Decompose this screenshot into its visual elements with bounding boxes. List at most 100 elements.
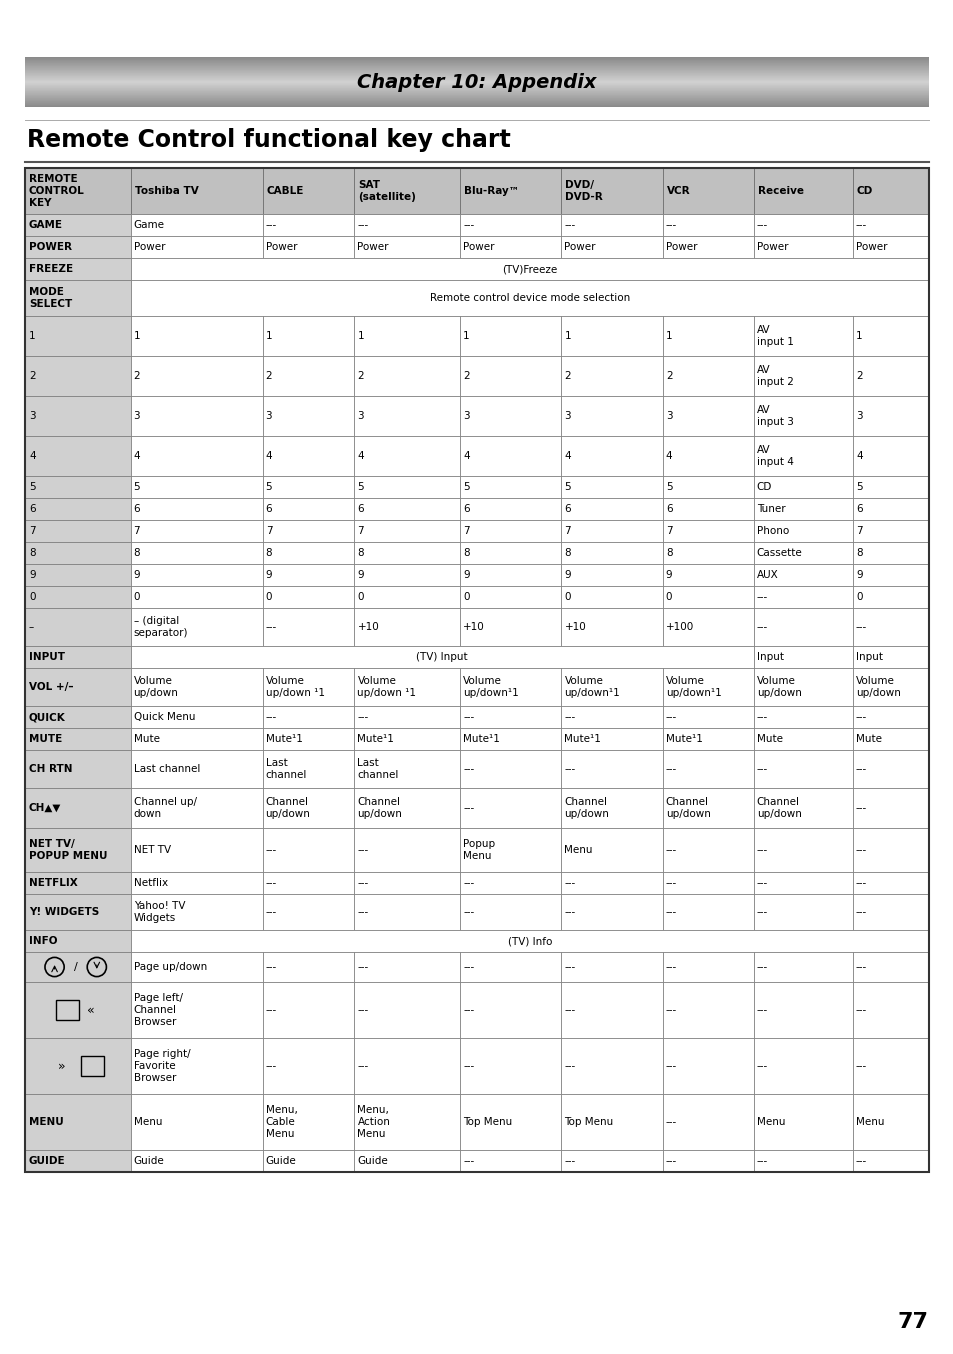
Text: 8: 8 <box>133 548 140 558</box>
Bar <box>355 829 459 872</box>
Bar <box>25 236 131 259</box>
Text: ---: --- <box>855 219 866 230</box>
Bar <box>459 315 561 356</box>
Text: +10: +10 <box>462 621 484 632</box>
Bar <box>25 982 131 1039</box>
Text: ---: --- <box>756 1005 767 1016</box>
Text: ---: --- <box>564 712 575 722</box>
Text: 4: 4 <box>265 451 272 460</box>
Text: Menu: Menu <box>756 1117 784 1127</box>
Text: +10: +10 <box>564 621 586 632</box>
Text: Last
channel: Last channel <box>357 758 398 780</box>
Text: Input: Input <box>756 653 782 662</box>
Bar <box>131 542 262 565</box>
Text: ---: --- <box>357 845 369 854</box>
Bar <box>25 1094 131 1150</box>
Bar <box>25 168 131 214</box>
Text: +100: +100 <box>665 621 694 632</box>
Text: ---: --- <box>265 1062 276 1071</box>
Text: Power: Power <box>665 242 697 252</box>
Text: Chapter 10: Appendix: Chapter 10: Appendix <box>356 73 597 92</box>
Bar <box>355 356 459 395</box>
Text: 1: 1 <box>855 330 862 341</box>
Text: 5: 5 <box>133 482 140 492</box>
Bar <box>852 788 928 829</box>
Text: Receive: Receive <box>757 185 802 196</box>
Text: ---: --- <box>357 907 369 917</box>
Bar <box>262 829 355 872</box>
Text: Mute¹1: Mute¹1 <box>665 734 702 743</box>
Bar <box>25 872 131 894</box>
Bar <box>262 520 355 542</box>
Text: Channel
up/down: Channel up/down <box>357 796 402 819</box>
Bar <box>561 894 662 930</box>
Bar <box>561 788 662 829</box>
Text: Volume
up/down: Volume up/down <box>133 676 178 699</box>
Text: –: – <box>29 621 34 632</box>
Bar <box>753 168 852 214</box>
Bar <box>459 705 561 728</box>
Bar <box>459 356 561 395</box>
Bar <box>852 168 928 214</box>
Text: Power: Power <box>462 242 494 252</box>
Text: ---: --- <box>665 845 677 854</box>
Text: ---: --- <box>357 877 369 888</box>
Bar <box>561 728 662 750</box>
Bar <box>131 668 262 705</box>
Text: «: « <box>87 1003 94 1017</box>
Bar <box>25 542 131 565</box>
Bar <box>459 1039 561 1094</box>
Text: POWER: POWER <box>29 242 71 252</box>
Bar <box>131 1039 262 1094</box>
Text: ---: --- <box>855 803 866 812</box>
Bar <box>561 168 662 214</box>
Text: ---: --- <box>665 961 677 972</box>
Text: 0: 0 <box>462 592 469 603</box>
Bar <box>561 315 662 356</box>
Text: ---: --- <box>855 621 866 632</box>
Bar <box>561 436 662 477</box>
Bar <box>852 520 928 542</box>
Bar <box>262 750 355 788</box>
Text: (TV) Input: (TV) Input <box>416 653 468 662</box>
Text: ---: --- <box>462 764 474 774</box>
Text: 9: 9 <box>357 570 364 580</box>
Text: Volume
up/down ¹1: Volume up/down ¹1 <box>357 676 416 699</box>
Bar <box>753 565 852 586</box>
Bar <box>131 498 262 520</box>
Bar <box>25 750 131 788</box>
Bar <box>753 586 852 608</box>
Bar <box>25 280 131 315</box>
Text: ---: --- <box>665 1117 677 1127</box>
Bar <box>662 1039 753 1094</box>
Text: 3: 3 <box>564 412 571 421</box>
Text: VOL +/–: VOL +/– <box>29 682 73 692</box>
Text: ---: --- <box>357 219 369 230</box>
Bar <box>25 1039 131 1094</box>
Bar <box>459 894 561 930</box>
Bar <box>25 520 131 542</box>
Text: ---: --- <box>265 961 276 972</box>
Text: Toshiba TV: Toshiba TV <box>134 185 198 196</box>
Text: Volume
up/down: Volume up/down <box>756 676 801 699</box>
Text: Menu: Menu <box>855 1117 883 1127</box>
Text: Channel
up/down: Channel up/down <box>756 796 801 819</box>
Bar <box>852 705 928 728</box>
Text: ---: --- <box>756 961 767 972</box>
Text: 2: 2 <box>665 371 672 380</box>
Bar <box>459 750 561 788</box>
Text: Netflix: Netflix <box>133 877 168 888</box>
Bar <box>459 728 561 750</box>
Text: 0: 0 <box>665 592 672 603</box>
Bar <box>753 214 852 236</box>
Bar <box>561 1039 662 1094</box>
Bar <box>131 608 262 646</box>
Bar <box>662 436 753 477</box>
Text: Power: Power <box>564 242 596 252</box>
Text: Menu: Menu <box>564 845 593 854</box>
Bar <box>753 829 852 872</box>
Bar <box>662 668 753 705</box>
Bar <box>561 520 662 542</box>
Bar <box>662 168 753 214</box>
Bar <box>355 542 459 565</box>
